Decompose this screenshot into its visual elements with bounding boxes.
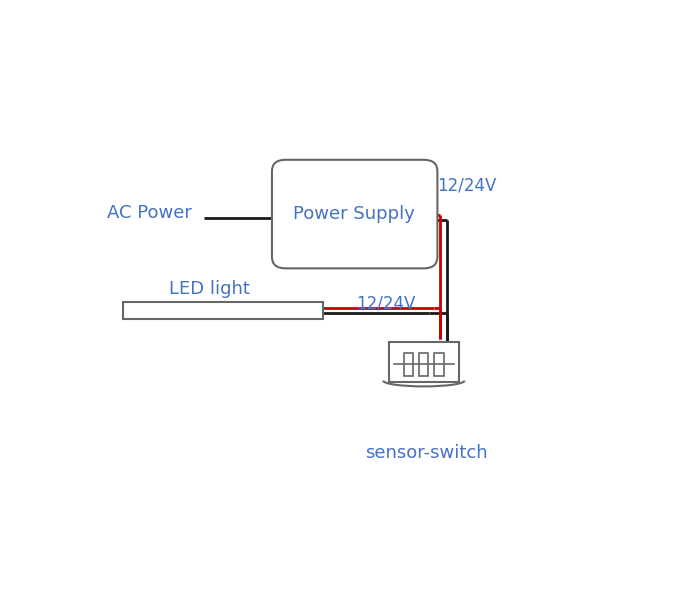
Text: Power Supply: Power Supply bbox=[293, 205, 415, 223]
Bar bbox=[419, 353, 428, 376]
Text: AC Power: AC Power bbox=[107, 204, 192, 222]
Text: 12/24V: 12/24V bbox=[438, 176, 497, 194]
Bar bbox=[122, 302, 323, 319]
Bar bbox=[389, 342, 459, 382]
Text: sensor-switch: sensor-switch bbox=[365, 444, 488, 462]
Text: LED light: LED light bbox=[169, 280, 250, 298]
Text: 12/24V: 12/24V bbox=[356, 294, 415, 312]
Bar bbox=[404, 353, 413, 376]
Bar bbox=[435, 353, 444, 376]
FancyBboxPatch shape bbox=[272, 160, 438, 268]
